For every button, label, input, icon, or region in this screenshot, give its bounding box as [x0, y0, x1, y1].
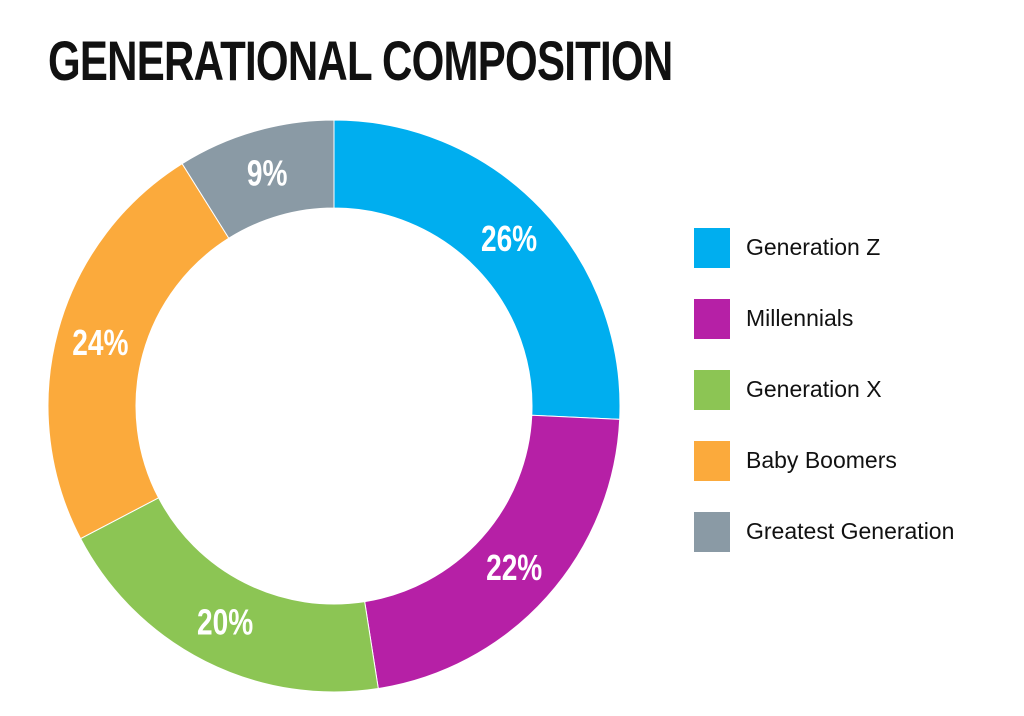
slice-greatest-generation — [181, 119, 335, 239]
chart-title: GENERATIONAL COMPOSITION — [48, 29, 673, 92]
legend-item-generation-z: Generation Z — [694, 228, 1014, 268]
legend-item-greatest-generation: Greatest Generation — [694, 512, 1014, 552]
slice-generation-x — [79, 497, 379, 693]
legend-label: Baby Boomers — [746, 447, 897, 473]
legend-swatch — [694, 512, 730, 552]
slice-label-greatest-generation: 9% — [247, 153, 288, 193]
donut-labels: 26% 22% 20% 24% 9% — [72, 153, 542, 642]
legend-item-millennials: Millennials — [694, 299, 1014, 339]
legend-swatch — [694, 370, 730, 410]
slice-generation-z — [333, 119, 621, 420]
slice-label-baby-boomers: 24% — [72, 323, 128, 363]
legend-label: Millennials — [746, 305, 854, 331]
legend-label: Greatest Generation — [746, 518, 955, 544]
legend-swatch — [694, 228, 730, 268]
donut-slices — [47, 119, 621, 693]
legend-item-generation-x: Generation X — [694, 370, 1014, 410]
legend-label: Generation Z — [746, 234, 881, 260]
legend-item-baby-boomers: Baby Boomers — [694, 441, 1014, 481]
legend-swatch — [694, 299, 730, 339]
slice-label-generation-x: 20% — [197, 602, 253, 642]
slice-label-generation-z: 26% — [481, 219, 537, 259]
legend-label: Generation X — [746, 376, 882, 402]
slice-label-millennials: 22% — [486, 547, 542, 587]
slice-baby-boomers — [47, 162, 230, 540]
legend-swatch — [694, 441, 730, 481]
